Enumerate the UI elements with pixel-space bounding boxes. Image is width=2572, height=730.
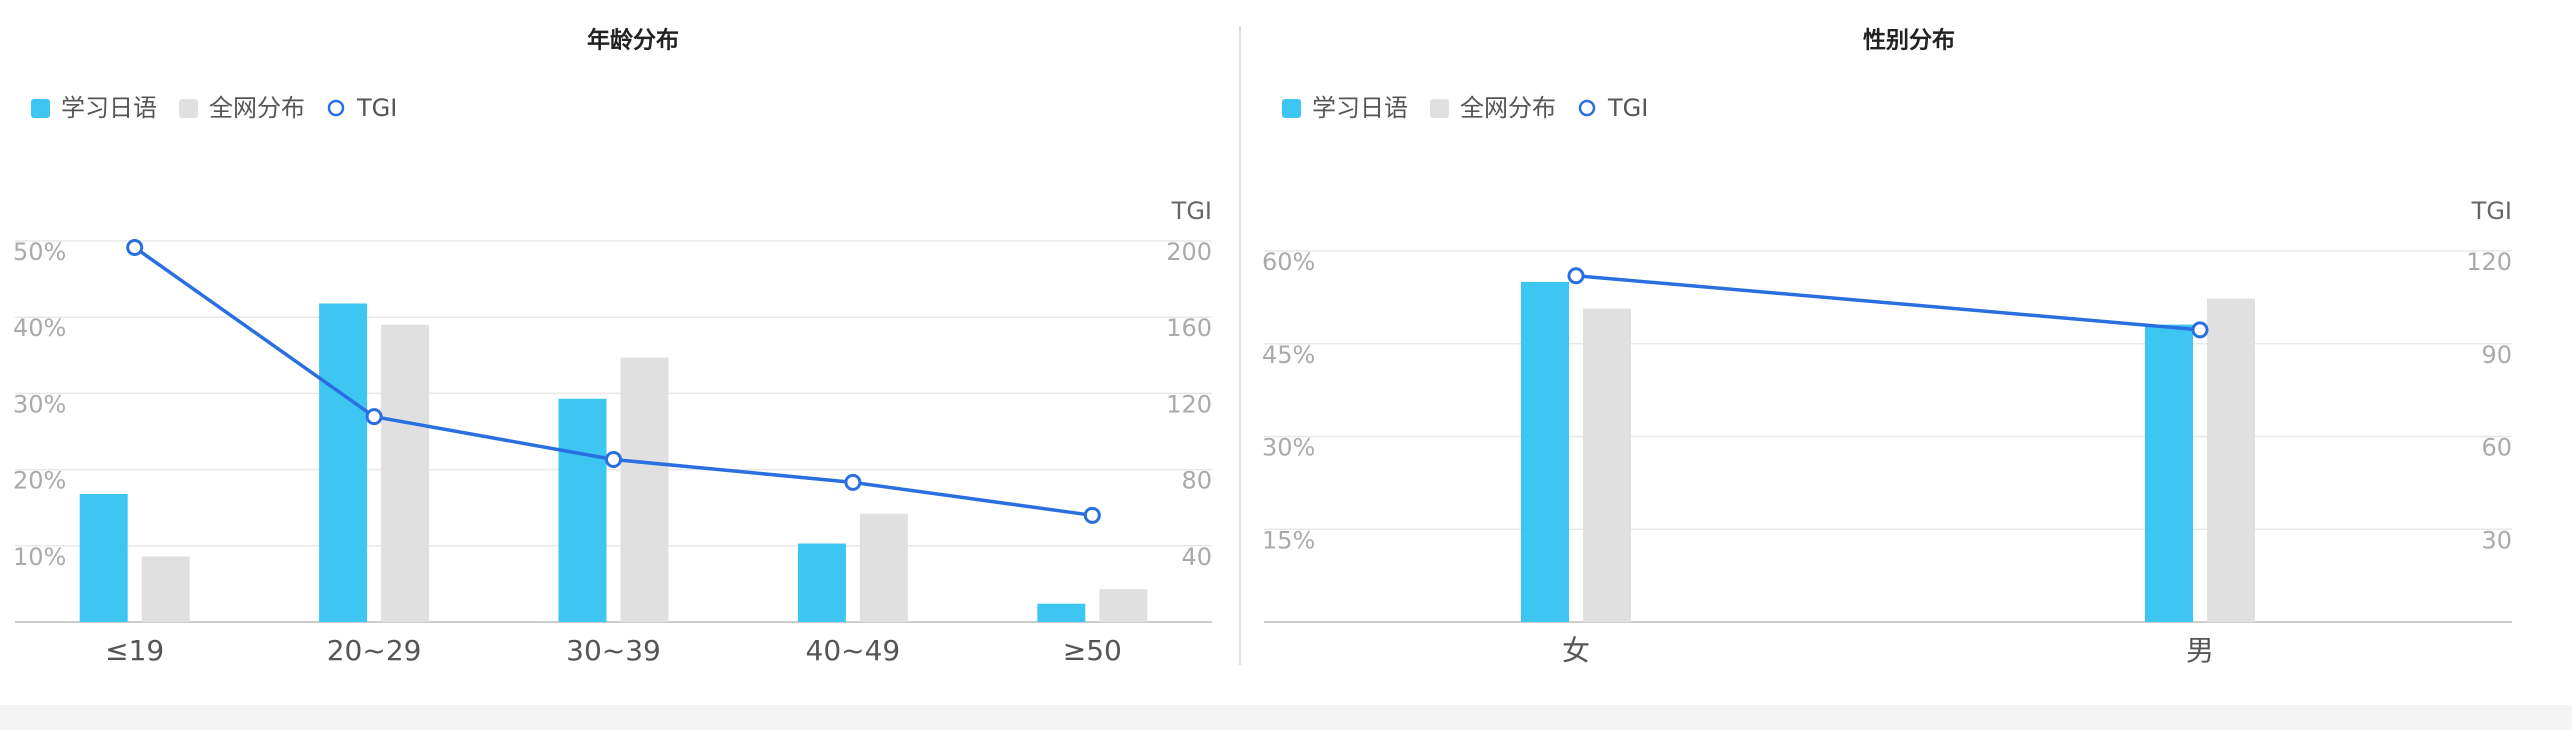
legend-label: 全网分布 — [1460, 94, 1556, 122]
bar — [381, 324, 430, 622]
y-tick-label: 30% — [1262, 434, 1315, 462]
legend-label: TGI — [356, 94, 397, 122]
legend-label: 全网分布 — [209, 94, 305, 122]
y2-tick-label: 30 — [2481, 526, 2512, 554]
footer-strip — [0, 705, 2572, 730]
bar — [558, 398, 607, 622]
y2-tick-label: 120 — [1166, 390, 1212, 418]
line-point — [2191, 321, 2209, 339]
y2-tick-label: 60 — [2481, 434, 2512, 462]
bar — [620, 357, 669, 622]
bar — [859, 513, 908, 622]
legend-marker — [1282, 99, 1301, 118]
y-tick-label: 45% — [1262, 341, 1315, 369]
bar — [1521, 281, 1569, 622]
y2-tick-label: 200 — [1166, 238, 1212, 266]
y-tick-label: 50% — [13, 238, 66, 266]
y2-tick-label: 80 — [1181, 467, 1212, 495]
line — [1575, 273, 2201, 332]
line-point — [605, 451, 622, 469]
bar — [2207, 298, 2255, 622]
y-tick-label: 30% — [13, 390, 66, 418]
line-point — [365, 408, 383, 426]
x-tick-label: 30~39 — [566, 634, 661, 667]
bar — [2145, 324, 2193, 622]
legend-marker — [1578, 99, 1596, 117]
y-tick-label: 40% — [13, 314, 66, 342]
bar — [1099, 589, 1148, 622]
bar — [141, 556, 190, 622]
x-tick-label: 40~49 — [806, 634, 901, 667]
y2-tick-label: 90 — [2481, 341, 2512, 369]
x-tick-label: 女 — [1562, 634, 1590, 667]
y-tick-label: 15% — [1262, 526, 1315, 554]
x-tick-label: ≥50 — [1063, 634, 1122, 667]
x-tick-label: ≤19 — [105, 634, 164, 667]
legend-marker — [327, 99, 345, 117]
line-point — [1567, 267, 1585, 285]
bar — [79, 493, 128, 622]
legend-marker — [179, 99, 198, 118]
legend-marker — [1430, 99, 1449, 118]
bar — [1037, 603, 1086, 622]
y-tick-label: 20% — [13, 467, 66, 495]
legend-label: 学习日语 — [1312, 94, 1408, 122]
y2-axis-label: TGI — [2471, 197, 2512, 225]
y-tick-label: 10% — [13, 543, 66, 571]
line — [133, 246, 1093, 518]
y2-tick-label: 160 — [1166, 314, 1212, 342]
legend-label: 学习日语 — [61, 94, 157, 122]
line-point — [126, 238, 144, 256]
chart-title: 性别分布 — [1863, 27, 1955, 54]
chart-title: 年龄分布 — [587, 27, 679, 54]
bar — [319, 303, 368, 622]
bar — [1583, 308, 1631, 622]
x-tick-label: 男 — [2186, 634, 2214, 667]
y-tick-label: 60% — [1262, 248, 1315, 276]
legend-label: TGI — [1607, 94, 1648, 122]
line-point — [844, 473, 862, 491]
x-tick-label: 20~29 — [327, 634, 422, 667]
bar — [797, 543, 846, 622]
y2-axis-label: TGI — [1171, 197, 1212, 225]
y2-tick-label: 40 — [1181, 543, 1212, 571]
line-point — [1083, 506, 1101, 524]
legend-marker — [31, 99, 50, 118]
y2-tick-label: 120 — [2466, 248, 2512, 276]
